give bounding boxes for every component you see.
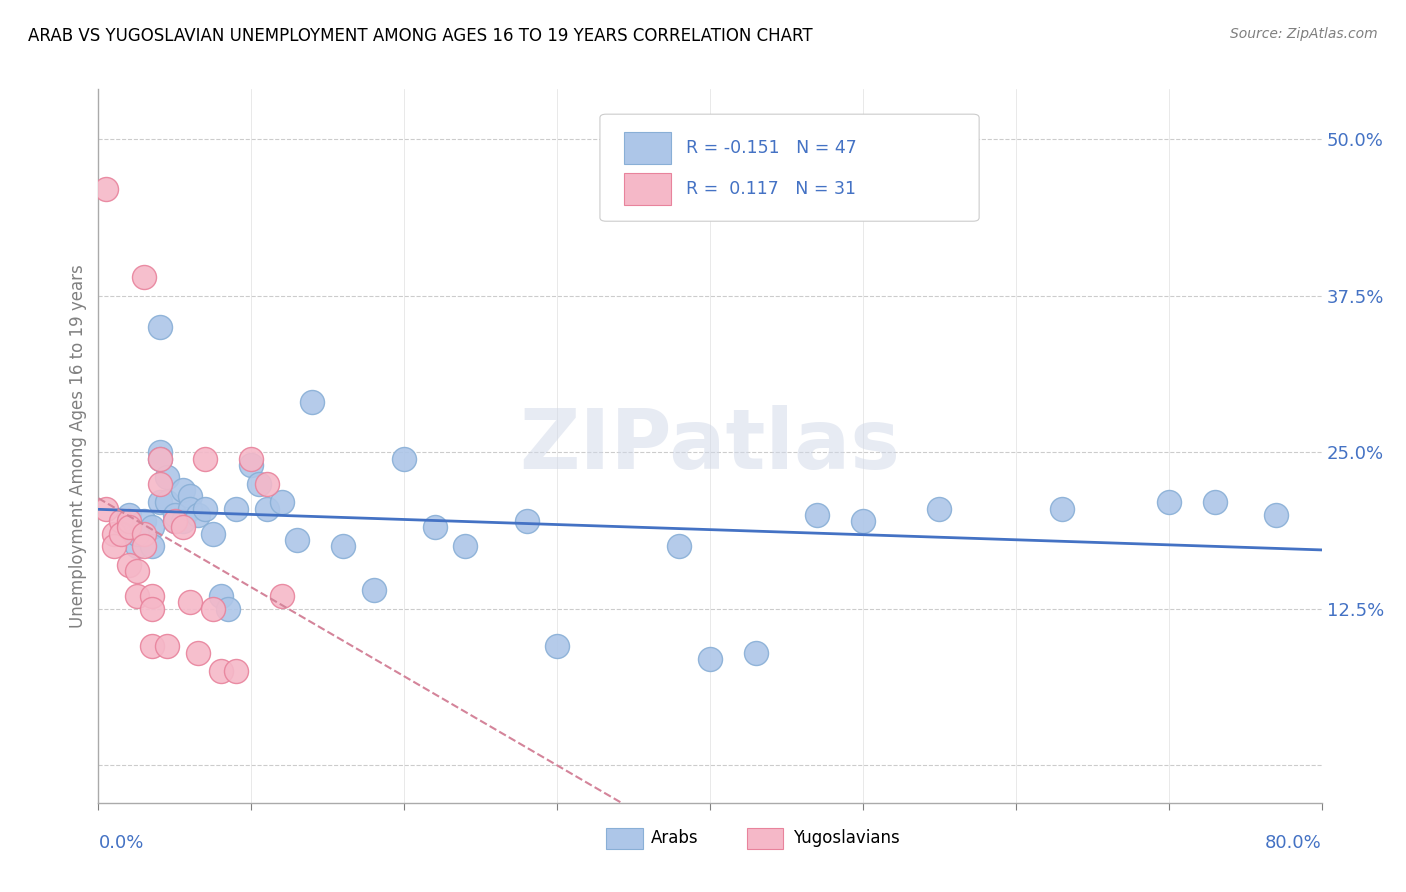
- Point: [172, 514, 194, 528]
- FancyBboxPatch shape: [606, 828, 643, 849]
- Point: [141, 589, 163, 603]
- Point: [516, 514, 538, 528]
- Point: [546, 640, 568, 654]
- Text: ARAB VS YUGOSLAVIAN UNEMPLOYMENT AMONG AGES 16 TO 19 YEARS CORRELATION CHART: ARAB VS YUGOSLAVIAN UNEMPLOYMENT AMONG A…: [28, 27, 813, 45]
- Point: [134, 270, 156, 285]
- Point: [149, 495, 172, 509]
- Point: [103, 539, 125, 553]
- Point: [1050, 501, 1073, 516]
- Point: [225, 501, 247, 516]
- Point: [256, 476, 278, 491]
- Point: [125, 564, 148, 578]
- Point: [163, 514, 186, 528]
- Point: [141, 601, 163, 615]
- Point: [149, 476, 172, 491]
- Point: [1157, 495, 1180, 509]
- Point: [149, 451, 172, 466]
- Point: [125, 526, 148, 541]
- Text: Yugoslavians: Yugoslavians: [793, 830, 900, 847]
- Point: [852, 514, 875, 528]
- Point: [118, 508, 141, 522]
- Point: [125, 539, 148, 553]
- Point: [301, 395, 323, 409]
- Point: [149, 320, 172, 334]
- Point: [118, 520, 141, 534]
- Text: Arabs: Arabs: [651, 830, 699, 847]
- Point: [454, 539, 477, 553]
- Point: [134, 526, 156, 541]
- Point: [194, 451, 217, 466]
- Point: [668, 539, 690, 553]
- Point: [247, 476, 270, 491]
- Point: [149, 445, 172, 459]
- Point: [209, 665, 232, 679]
- Point: [392, 451, 416, 466]
- Point: [134, 539, 156, 553]
- Point: [1204, 495, 1226, 509]
- Text: R = -0.151   N = 47: R = -0.151 N = 47: [686, 139, 856, 157]
- Point: [156, 640, 179, 654]
- Point: [187, 646, 209, 660]
- Point: [806, 508, 828, 522]
- Point: [141, 539, 163, 553]
- Point: [209, 589, 232, 603]
- Point: [141, 520, 163, 534]
- Point: [125, 589, 148, 603]
- Text: 80.0%: 80.0%: [1265, 834, 1322, 852]
- Text: Source: ZipAtlas.com: Source: ZipAtlas.com: [1230, 27, 1378, 41]
- Point: [163, 514, 186, 528]
- Point: [270, 495, 292, 509]
- Point: [141, 640, 163, 654]
- Point: [110, 514, 132, 528]
- Point: [134, 514, 156, 528]
- Point: [256, 501, 278, 516]
- Point: [156, 470, 179, 484]
- Point: [172, 520, 194, 534]
- Point: [187, 508, 209, 522]
- FancyBboxPatch shape: [600, 114, 979, 221]
- Point: [745, 646, 768, 660]
- Point: [1264, 508, 1286, 522]
- Point: [149, 451, 172, 466]
- Point: [285, 533, 308, 547]
- Text: ZIPatlas: ZIPatlas: [520, 406, 900, 486]
- Point: [179, 489, 201, 503]
- Y-axis label: Unemployment Among Ages 16 to 19 years: Unemployment Among Ages 16 to 19 years: [69, 264, 87, 628]
- Point: [110, 526, 132, 541]
- FancyBboxPatch shape: [624, 132, 671, 164]
- Point: [194, 501, 217, 516]
- Point: [363, 582, 385, 597]
- Point: [179, 595, 201, 609]
- Point: [225, 665, 247, 679]
- Point: [270, 589, 292, 603]
- Point: [240, 451, 263, 466]
- Point: [94, 182, 117, 196]
- Point: [423, 520, 446, 534]
- Point: [94, 501, 117, 516]
- Point: [118, 514, 141, 528]
- Point: [202, 526, 225, 541]
- Point: [217, 601, 239, 615]
- Point: [163, 508, 186, 522]
- Text: R =  0.117   N = 31: R = 0.117 N = 31: [686, 180, 856, 198]
- Point: [179, 501, 201, 516]
- Point: [332, 539, 354, 553]
- Point: [202, 601, 225, 615]
- FancyBboxPatch shape: [624, 173, 671, 205]
- Point: [699, 652, 721, 666]
- FancyBboxPatch shape: [747, 828, 783, 849]
- Point: [172, 483, 194, 497]
- Point: [240, 458, 263, 472]
- Point: [103, 526, 125, 541]
- Point: [928, 501, 950, 516]
- Point: [118, 558, 141, 572]
- Point: [156, 495, 179, 509]
- Text: 0.0%: 0.0%: [98, 834, 143, 852]
